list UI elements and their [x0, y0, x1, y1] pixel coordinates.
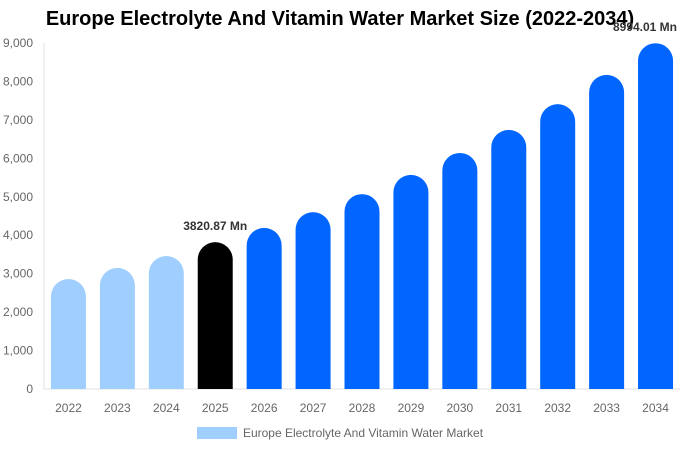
data-label-2034: 8994.01 Mn	[613, 20, 677, 34]
y-tick-label: 5,000	[3, 190, 33, 204]
y-tick-label: 8,000	[3, 74, 33, 88]
data-label-2025: 3820.87 Mn	[183, 219, 247, 233]
bar-2030	[442, 152, 478, 389]
y-tick-label: 0	[26, 382, 33, 396]
legend-swatch	[196, 427, 237, 439]
x-tick-label: 2023	[104, 401, 131, 415]
x-tick-label: 2022	[55, 401, 82, 415]
bar-2033	[589, 74, 625, 390]
legend: Europe Electrolyte And Vitamin Water Mar…	[0, 426, 680, 440]
bar-2031	[491, 129, 527, 389]
bar-2034	[638, 43, 674, 389]
bar-2022	[50, 279, 86, 389]
bar-2032	[540, 104, 576, 390]
y-tick-label: 3,000	[3, 267, 33, 281]
y-tick-label: 9,000	[3, 36, 33, 50]
legend-label: Europe Electrolyte And Vitamin Water Mar…	[242, 426, 484, 440]
y-tick-label: 1,000	[3, 344, 33, 358]
y-tick-label: 4,000	[3, 228, 33, 242]
y-tick-label: 7,000	[3, 113, 33, 127]
y-tick-label: 6,000	[3, 151, 33, 165]
bar-2025	[197, 242, 233, 389]
x-tick-label: 2029	[398, 401, 425, 415]
x-tick-label: 2027	[300, 401, 327, 415]
x-tick-label: 2028	[349, 401, 376, 415]
bar-2027	[295, 212, 331, 389]
x-tick-label: 2030	[446, 401, 473, 415]
x-tick-label: 2025	[202, 401, 229, 415]
bar-2028	[344, 194, 380, 389]
bar-2029	[393, 174, 429, 389]
y-tick-label: 2,000	[3, 305, 33, 319]
x-tick-label: 2031	[495, 401, 522, 415]
x-tick-label: 2032	[544, 401, 571, 415]
x-tick-label: 2026	[251, 401, 278, 415]
x-tick-label: 2024	[153, 401, 180, 415]
bar-2023	[99, 267, 135, 389]
chart-title: Europe Electrolyte And Vitamin Water Mar…	[45, 8, 635, 30]
x-tick-label: 2033	[593, 401, 620, 415]
bar-2024	[148, 255, 184, 389]
x-tick-label: 2034	[642, 401, 669, 415]
bar-2026	[246, 227, 282, 389]
